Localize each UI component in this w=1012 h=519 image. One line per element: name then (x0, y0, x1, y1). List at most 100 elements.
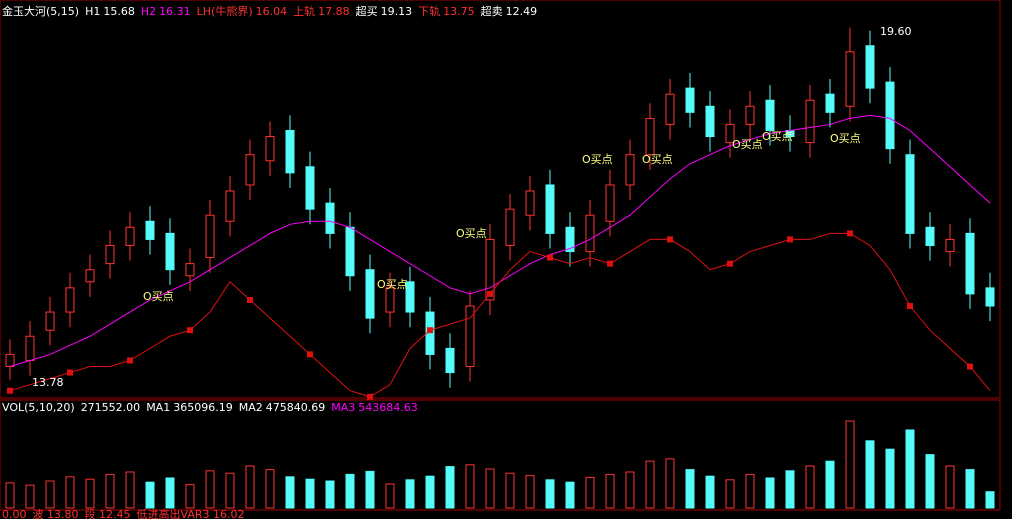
volume-bar (165, 477, 175, 509)
volume-bar (805, 465, 815, 509)
indicator-label: H1 (85, 5, 101, 18)
volume-bar (185, 484, 195, 509)
volume-bar (485, 468, 495, 509)
volume-bar (445, 466, 455, 509)
candle-body (525, 190, 535, 216)
candle-body (565, 226, 575, 253)
volume-bar (785, 470, 795, 509)
volume-bar (205, 470, 215, 509)
volume-bar (705, 475, 715, 509)
candle-body (585, 214, 595, 253)
volume-bar (625, 471, 635, 509)
volume-bar (145, 481, 155, 509)
footer-bar: 0.00 波 13.80 段 12.45 低进高出VAR3 16.02 (2, 506, 250, 519)
volume-bar (525, 475, 535, 509)
indicator-value: 13.75 (443, 5, 475, 18)
candle-body (805, 99, 815, 144)
candle-body (985, 287, 995, 307)
candle-body (845, 51, 855, 107)
volume-bar (565, 481, 575, 509)
indicator-label: 下轨 (418, 5, 441, 18)
line-marker (787, 236, 793, 243)
candle-body (685, 87, 695, 113)
indicator-label: 超买 (355, 5, 378, 18)
candle-body (345, 226, 355, 277)
indicator-value: 15.68 (103, 5, 135, 18)
candle-body (145, 220, 155, 240)
indicator-label: LH(牛熊界) (196, 5, 253, 18)
line-marker (907, 303, 913, 310)
candle-body (385, 287, 395, 313)
volume-bar (605, 473, 615, 509)
candle-body (765, 99, 775, 131)
candle-body (825, 93, 835, 113)
volume-bar (465, 464, 475, 509)
candle-body (125, 226, 135, 246)
candle-body (165, 232, 175, 271)
candle-body (445, 347, 455, 374)
volume-bar (365, 470, 375, 509)
candle-body (725, 123, 735, 144)
volume-bar (85, 478, 95, 509)
volume-bar (685, 469, 695, 509)
candle-body (325, 202, 335, 234)
candle-body (945, 238, 955, 253)
candle-body (25, 335, 35, 361)
footer-item: 0.00 (2, 508, 27, 519)
volume-bar (825, 460, 835, 509)
buy-signal: O买点 (377, 278, 408, 291)
volume-bar (45, 480, 55, 509)
buy-signal: O买点 (762, 130, 793, 143)
indicator-value: 19.13 (380, 5, 413, 18)
volume-bar (505, 472, 515, 509)
candle-body (745, 105, 755, 125)
volume-bar (945, 465, 955, 509)
buy-signal: O买点 (143, 290, 174, 303)
candle-body (365, 269, 375, 319)
candle-body (85, 269, 95, 283)
candle-body (965, 232, 975, 295)
volume-bar (665, 458, 675, 509)
indicator-label: H2 (140, 5, 157, 18)
candle-body (225, 190, 235, 222)
candle-body (605, 184, 615, 222)
volume-bar (265, 469, 275, 509)
volume-bar (585, 476, 595, 509)
volume-bar (405, 479, 415, 509)
indicator-title: 金玉大河(5,15) (2, 5, 80, 18)
line-marker (667, 236, 673, 243)
volume-bar (645, 460, 655, 509)
volume-bar (5, 482, 15, 509)
price-frame (0, 0, 1001, 399)
candle-body (185, 263, 195, 277)
volume-bar (545, 479, 555, 509)
volume-stat-value: 475840.69 (265, 401, 326, 414)
volume-stat-value: 365096.19 (173, 401, 233, 414)
buy-signal: O买点 (830, 132, 861, 145)
line-marker (67, 369, 73, 376)
buy-signal: O买点 (642, 153, 673, 166)
candle-body (545, 184, 555, 234)
volume-bar (885, 448, 895, 509)
footer-item: 波 13.80 (32, 508, 79, 519)
price-annotation: 19.60 (880, 25, 912, 38)
candle-body (485, 238, 495, 301)
indicator-label: 上轨 (293, 5, 316, 18)
candle-body (305, 166, 315, 210)
candle-body (625, 154, 635, 186)
buy-signal: O买点 (582, 153, 613, 166)
candle-body (885, 81, 895, 150)
volume-bar (985, 491, 995, 509)
volume-bar (125, 471, 135, 509)
volume-bar (285, 476, 295, 509)
volume-stat-value: 543684.63 (358, 401, 418, 414)
candle-body (105, 244, 115, 265)
volume-bar (845, 420, 855, 509)
line-marker (967, 363, 973, 370)
line-marker (127, 357, 133, 364)
indicator-line (9, 232, 991, 398)
volume-bar (25, 484, 35, 509)
volume-stat-label: MA1 (146, 401, 171, 414)
volume-stat-value: 271552.00 (80, 401, 141, 414)
candle-body (45, 311, 55, 331)
